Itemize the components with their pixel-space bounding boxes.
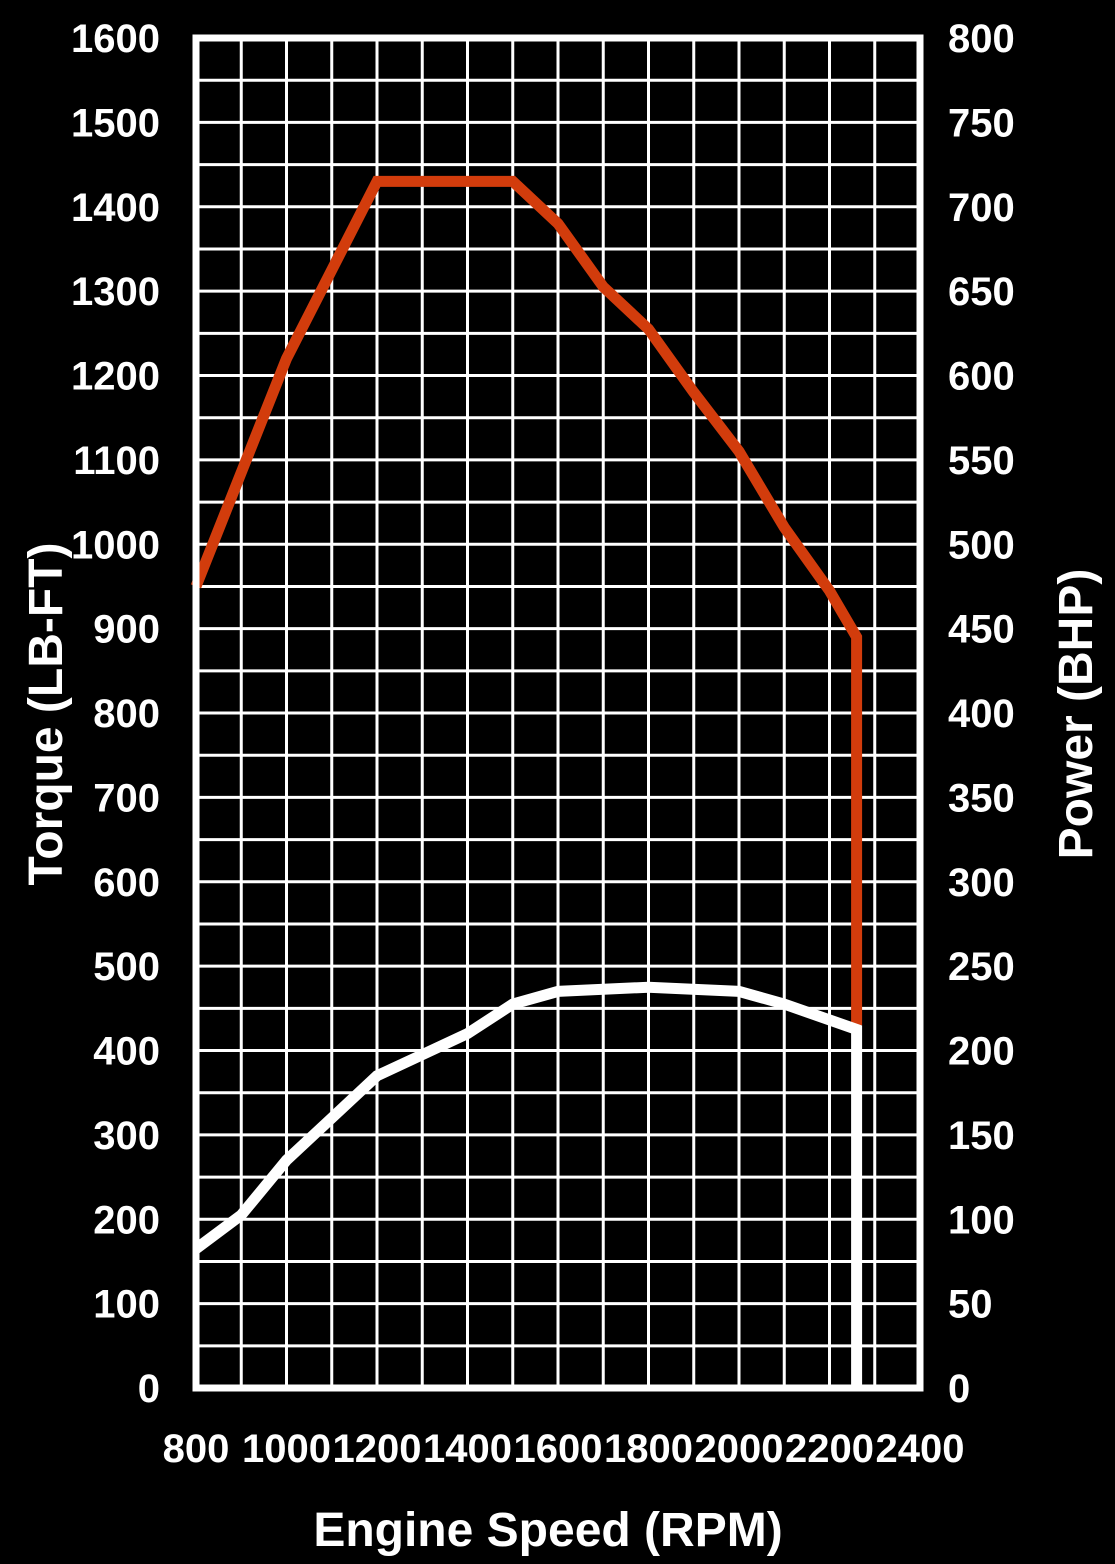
left-tick-label: 1000 (71, 523, 160, 567)
right-tick-label: 500 (948, 523, 1015, 567)
left-tick-label: 500 (93, 945, 160, 989)
right-tick-label: 150 (948, 1114, 1015, 1158)
right-tick-label: 350 (948, 776, 1015, 820)
left-axis-ticks: 0 100 200 300 400 500 600 700 800 900 1000 1100 1200… (71, 17, 160, 1411)
x-axis-ticks: 800 1000 1200 1400 1600 1800 2000 2200 2400 (163, 1427, 965, 1471)
right-tick-label: 300 (948, 861, 1015, 905)
x-tick-label: 1400 (423, 1427, 512, 1471)
left-tick-label: 1100 (73, 439, 160, 483)
left-tick-label: 100 (93, 1283, 160, 1327)
left-tick-label: 300 (93, 1114, 160, 1158)
right-axis-ticks: 0 50 100 150 200 250 300 350 400 450 500 550 600 650 7… (948, 17, 1015, 1411)
left-axis-title: Torque (LB-FT) (20, 542, 73, 885)
left-tick-label: 1300 (71, 270, 160, 314)
right-tick-label: 650 (948, 270, 1015, 314)
left-tick-label: 1400 (71, 186, 160, 230)
left-tick-label: 1500 (71, 101, 160, 145)
right-tick-label: 100 (948, 1198, 1015, 1242)
left-tick-label: 800 (93, 692, 160, 736)
right-tick-label: 400 (948, 692, 1015, 736)
left-tick-label: 600 (93, 861, 160, 905)
series-line-2 (192, 981, 863, 1388)
right-tick-label: 750 (948, 101, 1015, 145)
x-tick-label: 1800 (604, 1427, 693, 1471)
right-tick-label: 0 (948, 1367, 970, 1411)
series-line-1 (190, 175, 863, 1026)
right-tick-label: 250 (948, 945, 1015, 989)
right-tick-label: 600 (948, 355, 1015, 399)
left-tick-label: 400 (93, 1030, 160, 1074)
right-tick-label: 700 (948, 186, 1015, 230)
x-tick-label: 800 (163, 1427, 230, 1471)
right-tick-label: 800 (948, 17, 1015, 61)
x-axis-title: Engine Speed (RPM) (313, 1504, 782, 1557)
left-tick-label: 1200 (71, 355, 160, 399)
x-tick-label: 1000 (242, 1427, 331, 1471)
left-tick-label: 200 (93, 1198, 160, 1242)
x-tick-label: 2000 (695, 1427, 784, 1471)
plot-frame (192, 34, 924, 1392)
left-tick-label: 700 (93, 776, 160, 820)
right-axis-title: Power (BHP) (1050, 569, 1103, 860)
x-tick-label: 1600 (514, 1427, 603, 1471)
left-tick-label: 0 (138, 1367, 160, 1411)
x-tick-label: 1200 (333, 1427, 422, 1471)
series-layer (190, 175, 863, 1388)
left-tick-label: 1600 (71, 17, 160, 61)
x-tick-label: 2200 (785, 1427, 874, 1471)
x-tick-label: 2400 (876, 1427, 965, 1471)
left-tick-label: 900 (93, 608, 160, 652)
right-tick-label: 200 (948, 1030, 1015, 1074)
right-tick-label: 450 (948, 608, 1015, 652)
right-tick-label: 50 (948, 1283, 993, 1327)
right-tick-label: 550 (948, 439, 1015, 483)
